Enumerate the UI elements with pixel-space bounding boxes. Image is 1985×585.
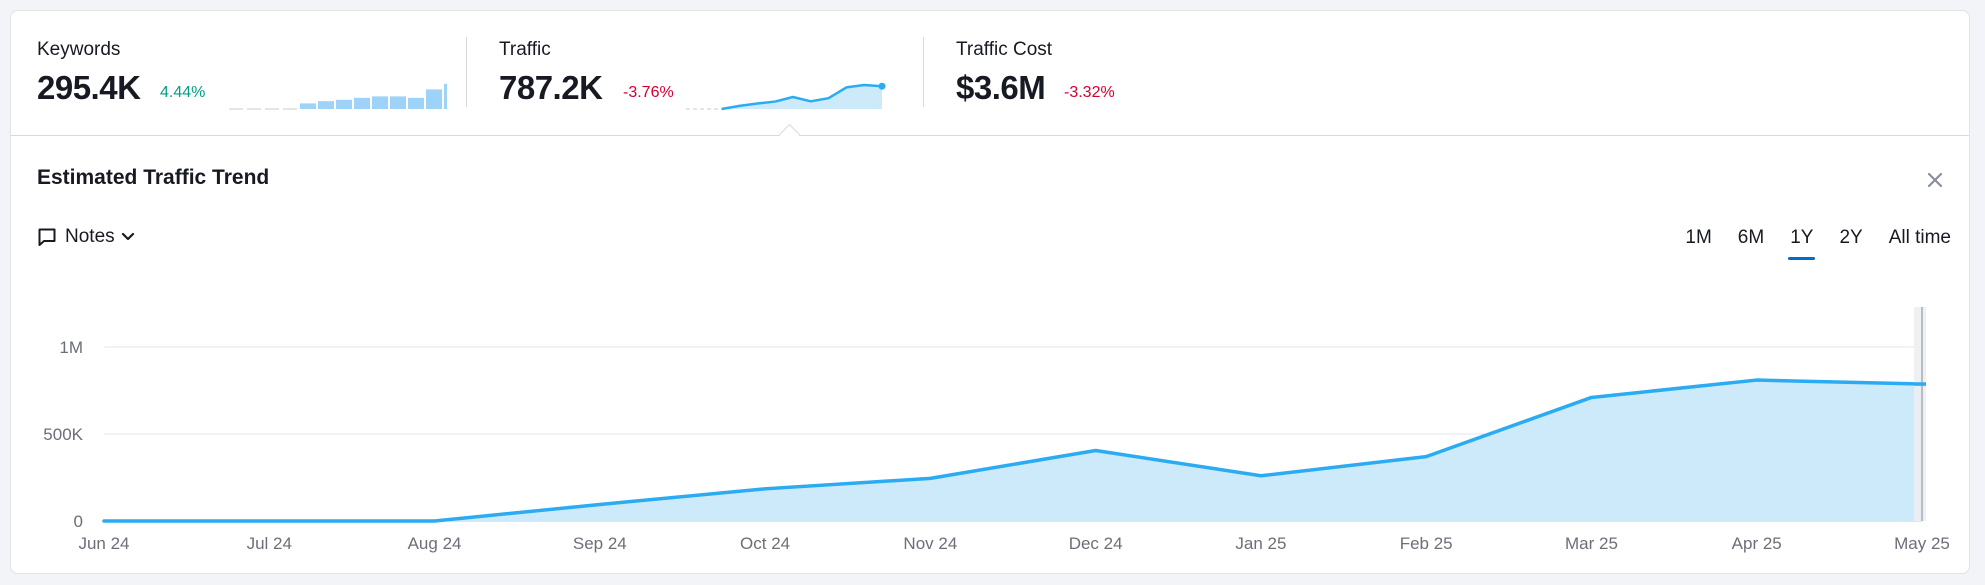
x-tick-label: May 25 [1894, 534, 1950, 553]
metric-traffic[interactable]: Traffic 787.2K -3.76% [499, 11, 929, 135]
comment-icon [38, 228, 56, 246]
x-tick-label: Sep 24 [573, 534, 627, 553]
current-period-highlight [1914, 307, 1926, 521]
metric-value: 295.4K [37, 69, 141, 106]
data-point[interactable] [928, 476, 932, 480]
traffic-card: Keywords 295.4K 4.44% Traffic 787.2K -3.… [10, 10, 1970, 574]
range-1m[interactable]: 1M [1685, 227, 1712, 248]
x-tick-label: Feb 25 [1400, 534, 1453, 553]
metric-change: -3.32% [1064, 84, 1115, 101]
sparkline-bar [408, 97, 424, 109]
divider [466, 37, 467, 107]
panel-title: Estimated Traffic Trend [37, 166, 270, 189]
y-tick-label: 1M [59, 338, 83, 357]
data-point[interactable] [1094, 449, 1098, 453]
sparkline-bar [426, 89, 442, 109]
data-point[interactable] [1259, 474, 1263, 478]
y-tick-label: 500K [43, 425, 83, 444]
sparkline-bar [444, 83, 447, 109]
metric-change: -3.76% [623, 84, 674, 101]
x-tick-label: Mar 25 [1565, 534, 1618, 553]
sparkline-line [721, 83, 883, 111]
x-tick-label: Jan 25 [1235, 534, 1286, 553]
metric-change: 4.44% [160, 84, 206, 101]
close-icon [1927, 172, 1943, 188]
divider [923, 37, 924, 107]
notes-dropdown[interactable]: Notes [37, 223, 135, 251]
x-tick-label: Jun 24 [78, 534, 129, 553]
y-tick-label: 0 [74, 512, 83, 531]
series-area [104, 380, 1922, 521]
data-point[interactable] [763, 487, 767, 491]
range-all-time[interactable]: All time [1888, 227, 1951, 248]
range-selector: 1M 6M 1Y 2Y All time [1659, 227, 1951, 260]
sparkline-bar [318, 101, 334, 109]
traffic-sparkline [686, 82, 886, 111]
notes-label: Notes [65, 226, 115, 247]
x-tick-label: Dec 24 [1069, 534, 1123, 553]
x-tick-label: Oct 24 [740, 534, 790, 553]
metric-label: Traffic [499, 39, 551, 60]
keywords-sparkline [229, 83, 447, 110]
sparkline-point [878, 82, 886, 90]
sparkline-bar [336, 99, 352, 109]
close-icon[interactable] [1923, 167, 1947, 191]
data-point[interactable] [1755, 378, 1759, 382]
metric-label: Keywords [37, 39, 121, 60]
metric-value: $3.6M [956, 69, 1046, 106]
metric-traffic-cost[interactable]: Traffic Cost $3.6M -3.32% [956, 11, 1356, 135]
metric-keywords[interactable]: Keywords 295.4K 4.44% [37, 11, 467, 135]
x-tick-label: Jul 24 [247, 534, 292, 553]
data-point[interactable] [102, 519, 106, 523]
range-6m[interactable]: 6M [1737, 227, 1765, 248]
range-1y[interactable]: 1Y [1788, 227, 1816, 260]
metrics-row: Keywords 295.4K 4.44% Traffic 787.2K -3.… [11, 11, 1969, 136]
sparkline-bar [390, 96, 406, 109]
x-tick-label: Nov 24 [903, 534, 957, 553]
sparkline-bar [300, 103, 316, 109]
sparkline-bar [354, 97, 370, 109]
data-point[interactable] [267, 519, 271, 523]
x-tick-label: Apr 25 [1732, 534, 1782, 553]
data-point[interactable] [433, 519, 437, 523]
range-2y[interactable]: 2Y [1839, 227, 1863, 248]
data-point[interactable] [1424, 455, 1428, 459]
data-point[interactable] [1589, 395, 1593, 399]
series-line [102, 378, 1924, 523]
chevron-down-icon [121, 232, 134, 241]
metric-label: Traffic Cost [956, 39, 1053, 60]
sparkline-bar [372, 96, 388, 109]
traffic-trend-chart[interactable]: 0 500K 1M Jun 24 Jul 24 Aug 24 Sep 24 Oct 24 Nov… [11, 291, 1970, 561]
x-tick-label: Aug 24 [408, 534, 462, 553]
metric-value: 787.2K [499, 69, 603, 106]
data-point[interactable] [598, 502, 602, 506]
